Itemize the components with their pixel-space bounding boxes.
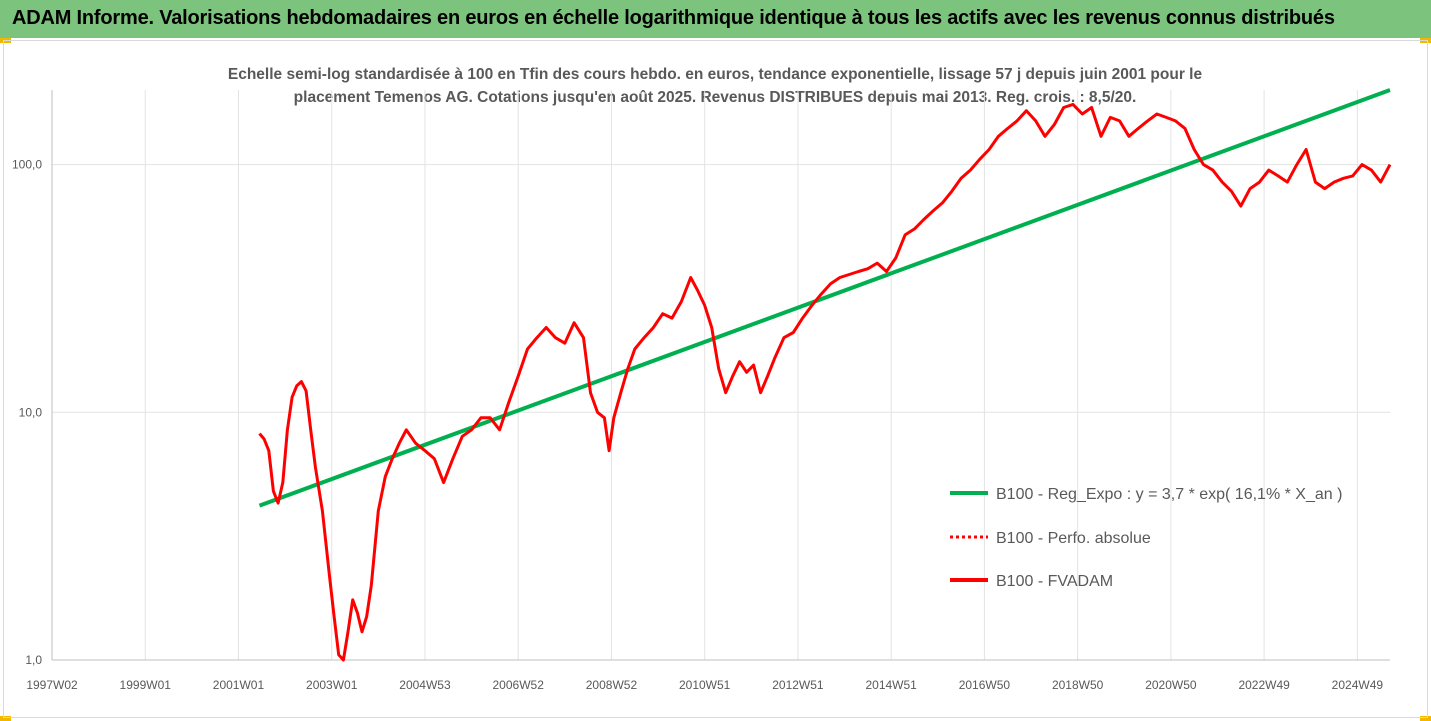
y-tick-label: 100,0 — [12, 158, 42, 172]
chart-frame — [3, 40, 1428, 718]
x-tick-label: 2024W49 — [1332, 678, 1384, 692]
legend: B100 - Reg_Expo : y = 3,7 * exp( 16,1% *… — [950, 486, 1342, 590]
series-lines — [258, 88, 1392, 662]
y-tick-label: 1,0 — [25, 653, 42, 667]
x-tick-label: 2004W53 — [399, 678, 451, 692]
chart-subtitle-line-2: placement Temenos AG. Cotations jusqu'en… — [293, 89, 1137, 106]
corner-marker-bottom-right — [1420, 716, 1431, 721]
x-tick-label: 2020W50 — [1145, 678, 1197, 692]
series-line-0 — [258, 88, 1391, 508]
x-tick-label: 2012W51 — [772, 678, 824, 692]
x-tick-label: 2001W01 — [213, 678, 265, 692]
title-banner: ADAM Informe. Valorisations hebdomadaire… — [0, 0, 1431, 38]
chart-subtitle: Echelle semi-log standardisée à 100 en T… — [180, 63, 1250, 109]
chart-subtitle-line-1: Echelle semi-log standardisée à 100 en T… — [227, 66, 1203, 83]
x-tick-label: 2006W52 — [493, 678, 545, 692]
y-tick-label: 10,0 — [19, 405, 43, 419]
x-tick-label: 2003W01 — [306, 678, 358, 692]
axes: 1997W02 1999W01 2001W01 2003W01 2004W53 2006W… — [12, 90, 1390, 692]
x-tick-label: 2018W50 — [1052, 678, 1104, 692]
x-tick-label: 1999W01 — [120, 678, 172, 692]
banner-title: ADAM Informe. Valorisations hebdomadaire… — [12, 7, 1335, 29]
legend-label-0: B100 - Reg_Expo : y = 3,7 * exp( 16,1% *… — [996, 486, 1342, 503]
x-tick-label: 2016W50 — [959, 678, 1011, 692]
x-tick-label: 1997W02 — [26, 678, 78, 692]
corner-marker-bottom-left — [0, 716, 11, 721]
x-tick-label: 2008W52 — [586, 678, 638, 692]
x-tick-label: 2014W51 — [865, 678, 917, 692]
legend-label-2: B100 - FVADAM — [996, 573, 1113, 590]
x-tick-label: 2022W49 — [1238, 678, 1290, 692]
x-tick-label: 2010W51 — [679, 678, 731, 692]
series-line-2 — [258, 102, 1392, 662]
legend-label-1: B100 - Perfo. absolue — [996, 530, 1151, 547]
